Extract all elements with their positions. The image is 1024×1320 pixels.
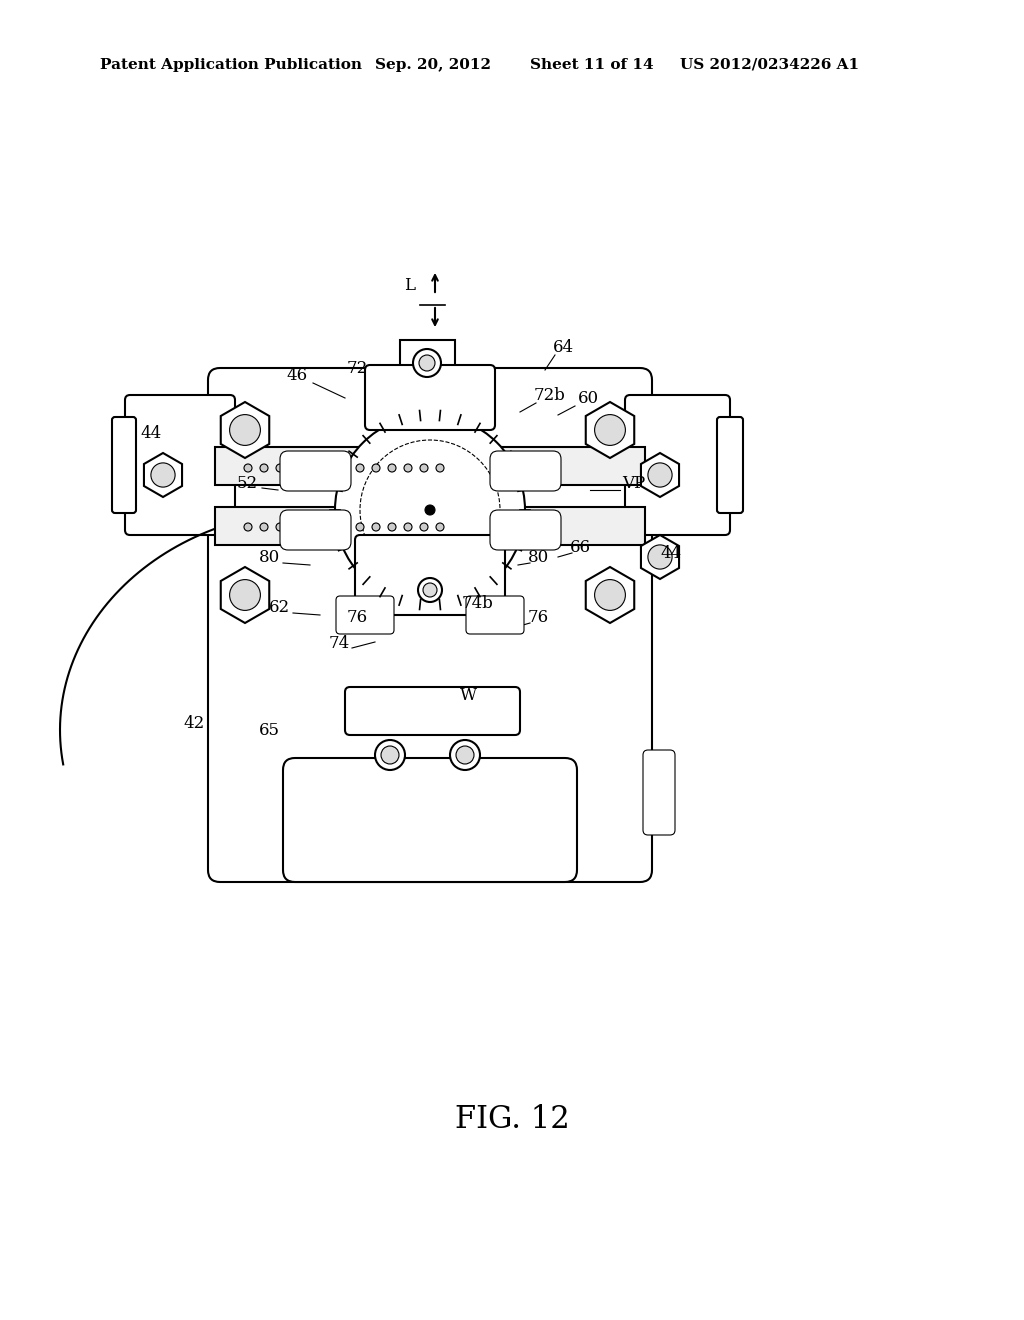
Circle shape	[372, 465, 380, 473]
Text: 72: 72	[347, 360, 368, 378]
Circle shape	[423, 583, 437, 597]
Text: Patent Application Publication: Patent Application Publication	[100, 58, 362, 73]
Bar	[400, 341, 455, 385]
Text: 44: 44	[660, 545, 681, 562]
Circle shape	[372, 523, 380, 531]
Circle shape	[450, 741, 480, 770]
Text: 64: 64	[553, 339, 574, 356]
Text: 80: 80	[259, 549, 280, 566]
Circle shape	[404, 523, 412, 531]
Polygon shape	[641, 453, 679, 498]
Polygon shape	[221, 568, 269, 623]
Circle shape	[419, 355, 435, 371]
Text: FIG. 12: FIG. 12	[455, 1105, 569, 1135]
FancyBboxPatch shape	[125, 395, 234, 535]
Text: 80: 80	[528, 549, 549, 566]
Text: 74: 74	[329, 635, 350, 652]
Circle shape	[308, 523, 316, 531]
Circle shape	[648, 545, 672, 569]
Circle shape	[425, 506, 435, 515]
Circle shape	[292, 523, 300, 531]
Polygon shape	[586, 403, 634, 458]
Text: L: L	[404, 277, 415, 294]
Circle shape	[456, 746, 474, 764]
Bar	[215, 447, 645, 484]
Circle shape	[595, 414, 626, 445]
Circle shape	[648, 463, 672, 487]
Text: 62: 62	[269, 599, 290, 616]
Circle shape	[404, 465, 412, 473]
FancyBboxPatch shape	[280, 510, 351, 550]
Circle shape	[308, 465, 316, 473]
Circle shape	[151, 463, 175, 487]
Circle shape	[388, 465, 396, 473]
FancyBboxPatch shape	[280, 451, 351, 491]
Circle shape	[595, 579, 626, 610]
Polygon shape	[641, 535, 679, 579]
FancyBboxPatch shape	[345, 686, 520, 735]
FancyBboxPatch shape	[355, 535, 505, 615]
FancyBboxPatch shape	[336, 597, 394, 634]
Text: 74b: 74b	[462, 595, 494, 612]
Circle shape	[340, 523, 348, 531]
Circle shape	[420, 465, 428, 473]
Text: 44: 44	[140, 425, 162, 442]
Circle shape	[436, 523, 444, 531]
Text: 72b: 72b	[534, 387, 566, 404]
Circle shape	[324, 523, 332, 531]
Text: 46: 46	[287, 367, 308, 384]
Circle shape	[436, 465, 444, 473]
Text: 76: 76	[528, 609, 549, 626]
Circle shape	[324, 465, 332, 473]
Polygon shape	[586, 568, 634, 623]
Circle shape	[356, 465, 364, 473]
Circle shape	[381, 746, 399, 764]
Polygon shape	[144, 453, 182, 498]
Circle shape	[420, 523, 428, 531]
FancyBboxPatch shape	[112, 417, 136, 513]
Circle shape	[340, 465, 348, 473]
Circle shape	[276, 465, 284, 473]
Circle shape	[292, 465, 300, 473]
FancyBboxPatch shape	[283, 758, 577, 882]
Circle shape	[260, 523, 268, 531]
FancyBboxPatch shape	[208, 368, 652, 882]
Text: 66: 66	[570, 539, 591, 556]
FancyBboxPatch shape	[717, 417, 743, 513]
Circle shape	[375, 741, 406, 770]
FancyBboxPatch shape	[625, 395, 730, 535]
Polygon shape	[221, 403, 269, 458]
Text: VP: VP	[622, 475, 645, 492]
Circle shape	[335, 414, 525, 605]
Text: 42: 42	[183, 715, 205, 733]
Text: 65: 65	[259, 722, 280, 739]
Text: 60: 60	[578, 389, 599, 407]
Text: W: W	[460, 686, 476, 704]
Text: 52: 52	[237, 475, 258, 492]
Text: US 2012/0234226 A1: US 2012/0234226 A1	[680, 58, 859, 73]
Circle shape	[276, 523, 284, 531]
Circle shape	[418, 578, 442, 602]
Circle shape	[229, 579, 260, 610]
Circle shape	[388, 523, 396, 531]
FancyBboxPatch shape	[365, 366, 495, 430]
FancyBboxPatch shape	[490, 510, 561, 550]
FancyBboxPatch shape	[466, 597, 524, 634]
Bar	[215, 507, 645, 545]
Circle shape	[244, 523, 252, 531]
Circle shape	[260, 465, 268, 473]
Circle shape	[229, 414, 260, 445]
Circle shape	[413, 348, 441, 378]
Circle shape	[356, 523, 364, 531]
Text: 76: 76	[347, 609, 368, 626]
FancyBboxPatch shape	[643, 750, 675, 836]
Circle shape	[360, 440, 500, 579]
Text: Sep. 20, 2012: Sep. 20, 2012	[375, 58, 490, 73]
Circle shape	[244, 465, 252, 473]
Text: Sheet 11 of 14: Sheet 11 of 14	[530, 58, 653, 73]
FancyBboxPatch shape	[490, 451, 561, 491]
